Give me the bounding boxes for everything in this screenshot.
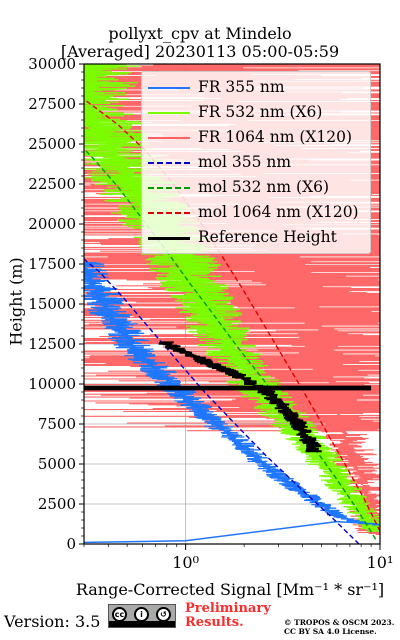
legend-label-fr355: FR 355 nm: [198, 78, 285, 96]
version-label: Version: 3.5: [4, 612, 101, 631]
y-tick-label-6: 15000: [28, 295, 76, 313]
legend-swatch-mol1064: [148, 212, 190, 214]
legend-swatch-fr1064: [148, 137, 190, 139]
preliminary-line1: Preliminary: [185, 601, 271, 616]
cc-by-icon: i: [134, 607, 149, 622]
cc-badge-strip: [109, 621, 175, 627]
legend-label-fr1064: FR 1064 nm (X120): [198, 128, 353, 146]
legend-label-mol532: mol 532 nm (X6): [198, 178, 330, 196]
legend-item-mol1064: mol 1064 nm (X120): [146, 201, 372, 225]
legend: FR 355 nm FR 532 nm (X6) FR 1064 nm (X12…: [141, 71, 371, 254]
cc-sa-icon: ↺: [156, 607, 171, 622]
legend-swatch-fr532: [148, 112, 190, 114]
chart-title-line1: pollyxt_cpv at Mindelo: [108, 24, 292, 43]
x-axis-label: Range-Corrected Signal [Mm⁻¹ * sr⁻¹]: [75, 580, 385, 599]
copyright-line2: CC BY SA 4.0 License.: [284, 627, 377, 636]
y-tick-label-11: 27500: [28, 95, 76, 113]
reference-height-band: [84, 385, 372, 391]
legend-swatch-fr355: [148, 87, 190, 89]
y-tick-label-7: 17500: [28, 255, 76, 273]
legend-item-reference-height: Reference Height: [146, 226, 372, 250]
preliminary-line2: Results.: [185, 615, 244, 630]
series-fr355-ground: [83, 520, 379, 544]
cc-icon: cc: [112, 607, 127, 622]
y-tick-label-9: 22500: [28, 175, 76, 193]
series-fr355-core: [83, 268, 381, 526]
legend-swatch-mol355: [148, 162, 190, 164]
legend-label-fr532: FR 532 nm (X6): [198, 103, 323, 121]
copyright-notice: © TROPOS & OSCM 2023. CC BY SA 4.0 Licen…: [284, 618, 394, 636]
series-mol532: [83, 148, 377, 540]
copyright-line1: © TROPOS & OSCM 2023.: [284, 618, 395, 627]
series-fr532-core: [83, 108, 377, 532]
y-tick-label-3: 7500: [38, 415, 76, 433]
x-tick-label-0: 10⁰: [172, 553, 199, 572]
legend-item-fr1064: FR 1064 nm (X120): [146, 126, 372, 150]
series-mol355: [83, 258, 360, 545]
legend-item-mol355: mol 355 nm: [146, 151, 372, 175]
legend-item-mol532: mol 532 nm (X6): [146, 176, 372, 200]
y-tick-label-5: 12500: [28, 335, 76, 353]
y-tick-label-2: 5000: [38, 455, 76, 473]
y-tick-label-1: 2500: [38, 495, 76, 513]
legend-swatch-reference-height: [148, 237, 190, 240]
preliminary-notice: Preliminary Results.: [185, 602, 271, 630]
y-axis-label: Height (m): [6, 257, 26, 346]
legend-label-mol355: mol 355 nm: [198, 153, 292, 171]
legend-label-reference-height: Reference Height: [198, 228, 337, 246]
cc-license-badge: cc i ↺: [108, 604, 176, 628]
y-tick-label-10: 25000: [28, 135, 76, 153]
legend-label-mol1064: mol 1064 nm (X120): [198, 203, 359, 221]
y-tick-label-8: 20000: [28, 215, 76, 233]
chart-title-line2: [Averaged] 20230113 05:00-05:59: [60, 42, 340, 61]
legend-item-fr355: FR 355 nm: [146, 76, 372, 100]
legend-swatch-mol532: [148, 187, 190, 189]
x-tick-label-1: 10¹: [367, 553, 394, 572]
y-tick-label-0: 0: [66, 535, 76, 553]
y-tick-label-12: 30000: [28, 55, 76, 73]
legend-item-fr532: FR 532 nm (X6): [146, 101, 372, 125]
y-tick-label-4: 10000: [28, 375, 76, 393]
